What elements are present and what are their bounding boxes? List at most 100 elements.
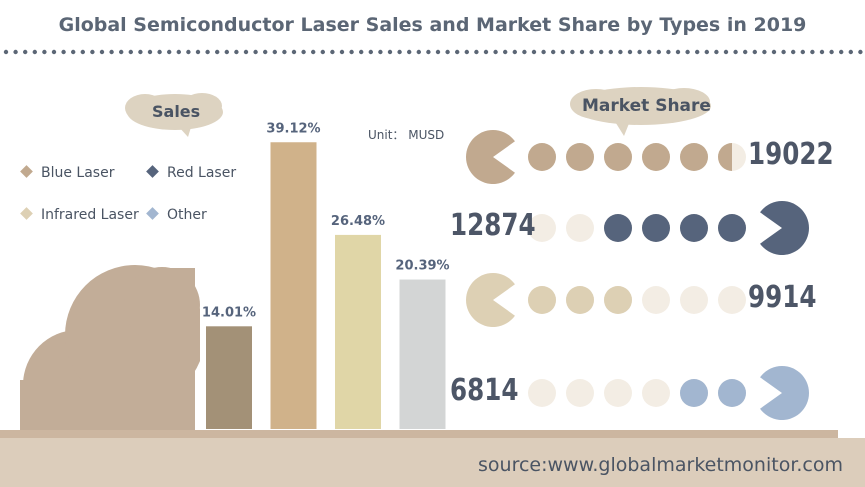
footer-strip	[0, 430, 838, 439]
divider-dot	[522, 49, 527, 55]
divider-dot	[666, 49, 671, 55]
divider-dot	[570, 49, 575, 55]
divider-dot	[493, 49, 498, 55]
share-dot-filled	[604, 286, 632, 314]
divider-dot	[839, 49, 844, 55]
legend-blue-laser: Blue Laser	[20, 165, 114, 181]
share-dot-empty	[566, 214, 594, 242]
divider-dot	[733, 49, 738, 55]
share-dot-filled	[642, 143, 670, 171]
divider-dot	[858, 49, 863, 55]
divider-dot	[109, 49, 114, 55]
divider-dot	[752, 49, 757, 55]
divider-dot	[503, 49, 508, 55]
divider-dot	[656, 49, 661, 55]
divider-dot	[119, 49, 124, 55]
divider-dot	[167, 49, 172, 55]
divider-dot	[637, 49, 642, 55]
divider-dot	[800, 49, 805, 55]
divider-dot	[368, 49, 373, 55]
divider-dot	[263, 49, 268, 55]
divider-dot	[339, 49, 345, 55]
divider-dot	[387, 49, 393, 55]
share-dot-filled	[642, 214, 670, 242]
divider-dot	[23, 49, 28, 55]
divider-dot	[771, 49, 777, 55]
divider-dot	[426, 49, 431, 55]
divider-dot	[195, 49, 201, 55]
divider-dot	[320, 49, 325, 55]
divider-dot	[397, 49, 402, 55]
divider-dot	[695, 49, 700, 55]
divider-dot	[762, 49, 767, 55]
divider-dot	[51, 49, 57, 55]
divider-dot	[224, 49, 229, 55]
divider-dot	[301, 49, 306, 55]
divider-dot	[455, 49, 460, 55]
bar-value-label-infrared-laser: 26.48%	[331, 214, 385, 229]
share-value-infrared-laser: 9914	[748, 280, 817, 315]
divider-dot	[531, 49, 537, 55]
bar-infrared-laser	[335, 234, 381, 429]
share-dot-filled	[528, 143, 556, 171]
divider-dot	[407, 49, 412, 55]
share-dot-filled	[528, 286, 556, 314]
divider-dot	[138, 49, 143, 55]
divider-dot	[714, 49, 719, 55]
divider-dot	[464, 49, 469, 55]
share-dot-filled	[680, 143, 708, 171]
pacman-icon	[466, 272, 515, 327]
divider-dot	[13, 49, 18, 55]
share-dot-empty	[680, 286, 708, 314]
footer-band	[0, 438, 865, 487]
share-dot-empty	[642, 286, 670, 314]
divider-dot	[512, 49, 517, 55]
share-dot-filled	[680, 379, 708, 407]
share-row-red-laser	[528, 201, 809, 255]
pacman-icon	[760, 201, 809, 255]
decorative-cloud	[20, 265, 200, 440]
divider-dot	[215, 49, 220, 55]
title-dotted-divider	[3, 49, 863, 55]
share-dot-filled	[604, 143, 632, 171]
divider-dot	[647, 49, 652, 55]
divider-dot	[704, 49, 709, 55]
share-row-blue-laser	[466, 129, 746, 185]
share-dot-empty	[642, 379, 670, 407]
divider-dot	[272, 49, 277, 55]
chart-title: Global Semiconductor Laser Sales and Mar…	[58, 14, 807, 36]
sales-label: Sales	[152, 102, 201, 121]
market-share-bubble	[570, 87, 711, 136]
divider-dot	[416, 49, 421, 55]
pacman-icon	[466, 129, 515, 185]
divider-dot	[435, 49, 441, 55]
divider-dot	[186, 49, 191, 55]
share-dot-filled	[718, 379, 746, 407]
divider-dot	[311, 49, 316, 55]
divider-dot	[675, 49, 681, 55]
share-dot-filled	[604, 214, 632, 242]
share-row-other	[528, 366, 809, 420]
sales-bubble	[125, 93, 223, 137]
divider-dot	[330, 49, 335, 55]
bar-value-label-blue-laser: 39.12%	[266, 121, 320, 136]
share-value-blue-laser: 19022	[748, 137, 834, 172]
divider-dot	[810, 49, 815, 55]
divider-dot	[541, 49, 546, 55]
divider-dot	[560, 49, 565, 55]
share-dot-empty	[566, 379, 594, 407]
divider-dot	[253, 49, 258, 55]
divider-dot	[551, 49, 556, 55]
divider-dot	[627, 49, 633, 55]
divider-dot	[483, 49, 489, 55]
share-dot-filled	[566, 143, 594, 171]
unit-label: Unit： MUSD	[368, 128, 445, 142]
divider-dot	[128, 49, 133, 55]
divider-dot	[176, 49, 181, 55]
pacman-icon	[760, 366, 809, 420]
divider-dot	[589, 49, 594, 55]
bar-other	[399, 279, 446, 429]
divider-dot	[599, 49, 604, 55]
sales-bar-chart: 14.01% 39.12% 26.48% 20.39%	[202, 121, 450, 429]
divider-dot	[723, 49, 729, 55]
